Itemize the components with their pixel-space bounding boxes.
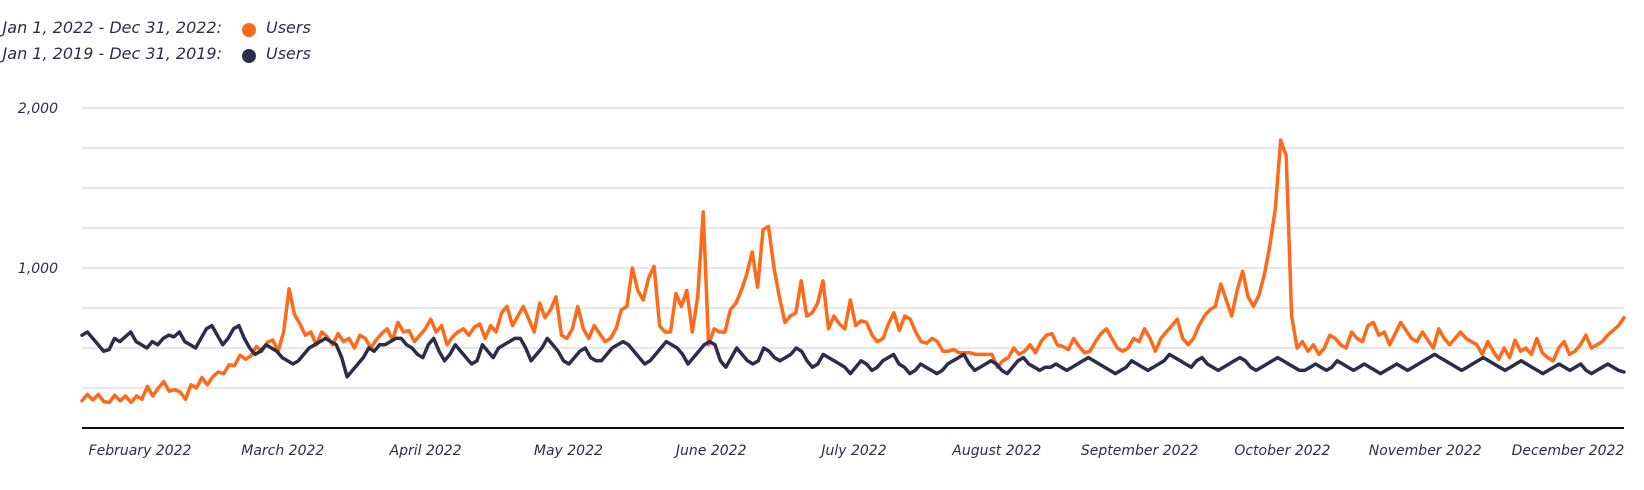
series-line-2022[interactable]: [80, 138, 1626, 405]
x-tick-label: March 2022: [241, 443, 324, 459]
legend-item-2019[interactable]: Jan 1, 2019 - Dec 31, 2019: Users: [0, 44, 340, 70]
x-tick-label: June 2022: [673, 443, 747, 459]
x-tick-label: July 2022: [818, 443, 886, 459]
x-tick-label: May 2022: [534, 443, 603, 459]
x-tick-label: February 2022: [89, 443, 192, 459]
legend-item-2022[interactable]: Jan 1, 2022 - Dec 31, 2022: Users: [0, 18, 340, 44]
y-tick-label: 1,000: [18, 261, 58, 277]
x-tick-label: December 2022: [1512, 443, 1625, 459]
x-tick-label: August 2022: [951, 443, 1041, 459]
chart-legend: Jan 1, 2022 - Dec 31, 2022: Users Jan 1,…: [0, 18, 340, 70]
x-tick-label: November 2022: [1369, 443, 1482, 459]
series-line-2019[interactable]: [80, 323, 1626, 379]
legend-series-label: Users: [266, 44, 311, 63]
legend-range-label: Jan 1, 2019 - Dec 31, 2019:: [2, 44, 222, 63]
legend-range-label: Jan 1, 2022 - Dec 31, 2022:: [2, 18, 222, 37]
x-tick-label: April 2022: [389, 443, 462, 459]
x-tick-label: September 2022: [1081, 443, 1199, 459]
legend-series-label: Users: [266, 18, 311, 37]
x-tick-label: October 2022: [1234, 443, 1330, 459]
y-tick-label: 2,000: [18, 101, 58, 117]
legend-dot-icon: [242, 23, 256, 37]
legend-dot-icon: [242, 49, 256, 63]
